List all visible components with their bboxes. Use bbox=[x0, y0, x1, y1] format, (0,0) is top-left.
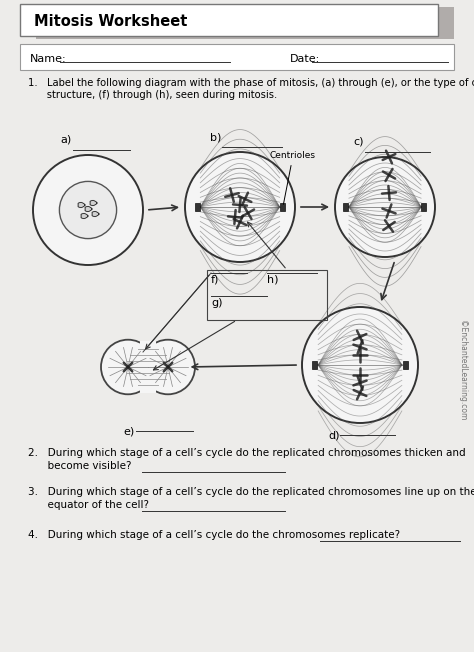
Polygon shape bbox=[85, 207, 92, 211]
Circle shape bbox=[185, 152, 295, 262]
Text: b): b) bbox=[210, 132, 221, 142]
Text: 4.   During which stage of a cell’s cycle do the chromosomes replicate?: 4. During which stage of a cell’s cycle … bbox=[28, 530, 400, 540]
FancyBboxPatch shape bbox=[20, 44, 454, 70]
FancyBboxPatch shape bbox=[36, 7, 454, 39]
Ellipse shape bbox=[101, 340, 155, 394]
Text: 1.   Label the following diagram with the phase of mitosis, (a) through (e), or : 1. Label the following diagram with the … bbox=[28, 78, 474, 88]
Text: f): f) bbox=[211, 275, 219, 285]
Text: equator of the cell?: equator of the cell? bbox=[28, 500, 149, 510]
Text: g): g) bbox=[211, 298, 222, 308]
Text: 2.   During which stage of a cell’s cycle do the replicated chromosomes thicken : 2. During which stage of a cell’s cycle … bbox=[28, 448, 465, 458]
Text: ©EnchantedLearning.com: ©EnchantedLearning.com bbox=[458, 320, 467, 420]
Circle shape bbox=[335, 157, 435, 257]
Bar bbox=[344, 203, 348, 211]
Polygon shape bbox=[90, 201, 97, 205]
Bar bbox=[421, 203, 427, 211]
Polygon shape bbox=[81, 213, 88, 218]
Bar bbox=[403, 361, 408, 369]
Bar bbox=[281, 203, 285, 211]
Circle shape bbox=[33, 155, 143, 265]
Bar bbox=[312, 361, 317, 369]
Text: a): a) bbox=[60, 135, 71, 145]
Polygon shape bbox=[92, 211, 99, 216]
Text: Name:: Name: bbox=[30, 54, 67, 64]
Ellipse shape bbox=[141, 340, 195, 394]
Text: Centrioles: Centrioles bbox=[270, 151, 316, 204]
Text: 3.   During which stage of a cell’s cycle do the replicated chromosomes line up : 3. During which stage of a cell’s cycle … bbox=[28, 487, 474, 497]
Polygon shape bbox=[78, 203, 85, 207]
Text: e): e) bbox=[123, 427, 134, 437]
Text: Date:: Date: bbox=[290, 54, 320, 64]
Text: Mitosis Worksheet: Mitosis Worksheet bbox=[34, 14, 187, 29]
Text: become visible?: become visible? bbox=[28, 461, 131, 471]
Bar bbox=[140, 341, 156, 393]
Text: h): h) bbox=[267, 275, 279, 285]
Text: c): c) bbox=[353, 137, 364, 147]
Text: structure, (f) through (h), seen during mitosis.: structure, (f) through (h), seen during … bbox=[28, 90, 277, 100]
Bar bbox=[195, 203, 200, 211]
Circle shape bbox=[302, 307, 418, 423]
Text: d): d) bbox=[328, 431, 339, 441]
Circle shape bbox=[59, 181, 117, 239]
FancyBboxPatch shape bbox=[20, 4, 438, 36]
